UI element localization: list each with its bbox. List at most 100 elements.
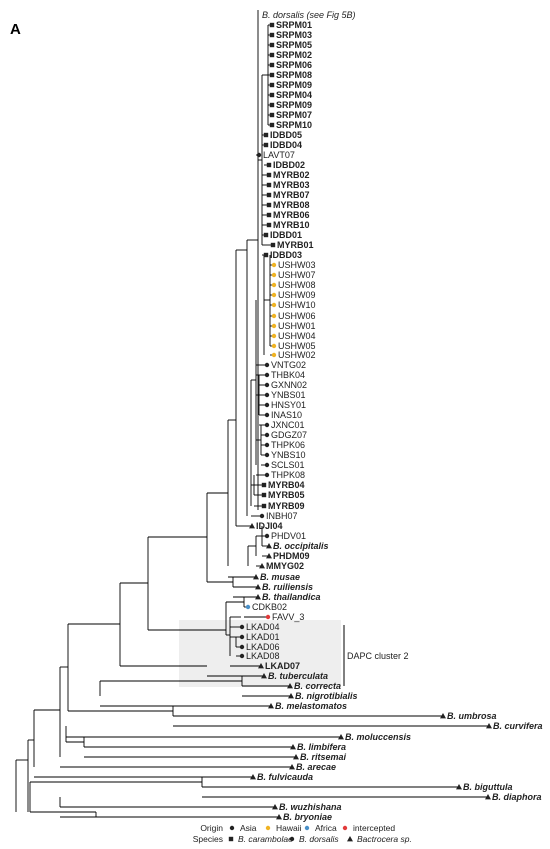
tip-label: B. limbifera [297, 742, 346, 752]
tip-marker [239, 653, 245, 659]
tip-marker [256, 152, 262, 158]
tip-marker [269, 102, 275, 108]
tip-marker [268, 703, 274, 709]
tip-label: LKAD01 [246, 632, 280, 642]
tip-marker [269, 32, 275, 38]
tip-label: USHW10 [278, 300, 316, 310]
tip-label: B. ruiliensis [262, 582, 313, 592]
tip-label: USHW08 [278, 280, 316, 290]
tip-marker [269, 62, 275, 68]
tip-marker [249, 523, 255, 529]
tip-label: B. bryoniae [283, 812, 332, 822]
tip-marker [259, 513, 265, 519]
tip-label: MYRB08 [273, 200, 310, 210]
tip-marker [269, 112, 275, 118]
tip-label: IDJI04 [256, 521, 283, 531]
legend-species-marker [289, 836, 295, 842]
tip-label: B. wuzhishana [279, 802, 342, 812]
tip-label: SRPM01 [276, 20, 312, 30]
tip-label: MYRB01 [277, 240, 314, 250]
tip-marker [264, 372, 270, 378]
tip-marker [258, 663, 264, 669]
tip-label: LKAD08 [246, 651, 280, 661]
tip-label: USHW06 [278, 311, 316, 321]
tip-marker [264, 422, 270, 428]
tip-label: USHW07 [278, 270, 316, 280]
legend-species-label: B. carambolae [238, 834, 293, 844]
tip-label: VNTG02 [271, 360, 306, 370]
tip-label: SRPM10 [276, 120, 312, 130]
tip-label: MYRB09 [268, 501, 305, 511]
tip-label: B. thailandica [262, 592, 321, 602]
tip-marker [289, 764, 295, 770]
legend-origin-marker [265, 825, 271, 831]
tip-label: CDKB02 [252, 602, 287, 612]
legend-species-label: Bactrocera sp. [357, 834, 412, 844]
cluster-label: DAPC cluster 2 [347, 651, 409, 661]
tip-marker [264, 452, 270, 458]
tip-marker [269, 82, 275, 88]
tip-label: B. nigrotibialis [295, 691, 358, 701]
tip-label: SRPM04 [276, 90, 312, 100]
tip-marker [250, 774, 256, 780]
tip-label: B. umbrosa [447, 711, 497, 721]
tip-marker [255, 584, 261, 590]
tip-label: PHDV01 [271, 531, 306, 541]
tip-marker [266, 222, 272, 228]
legend-species-marker [228, 836, 234, 842]
tip-marker [293, 754, 299, 760]
legend-origin-marker [342, 825, 348, 831]
legend-origin-label: intercepted [353, 823, 395, 833]
tip-label: MYRB02 [273, 170, 310, 180]
legend: Origin Species Asia Hawaii Africa intercept… [193, 823, 412, 844]
tip-label: PHDM09 [273, 551, 310, 561]
tip-label: YNBS10 [271, 450, 306, 460]
tip-marker [269, 92, 275, 98]
legend-origin-title: Origin [200, 823, 223, 833]
tip-marker [271, 272, 277, 278]
tip-label: B. occipitalis [273, 541, 329, 551]
tip-marker [263, 252, 269, 258]
tree-tips: B. dorsalis (see Fig 5B)SRPM01SRPM03SRPM… [239, 0, 543, 822]
tip-label: B. diaphora [492, 792, 542, 802]
tip-label: SRPM03 [276, 30, 312, 40]
tip-marker [239, 644, 245, 650]
tip-label: MYRB03 [273, 180, 310, 190]
tip-label: LAVT07 [263, 150, 295, 160]
tip-marker [265, 614, 271, 620]
tip-label: SRPM02 [276, 50, 312, 60]
tip-marker [266, 553, 272, 559]
tip-marker [255, 594, 261, 600]
tip-label: SRPM09 [276, 80, 312, 90]
tip-marker [261, 503, 267, 509]
tip-label: MYRB04 [268, 480, 305, 490]
tip-label: B. biguttula [463, 782, 513, 792]
tip-marker [456, 784, 462, 790]
legend-species-label: B. dorsalis [299, 834, 339, 844]
tip-label: SRPM06 [276, 60, 312, 70]
tip-label: INBH07 [266, 511, 298, 521]
tip-marker [440, 713, 446, 719]
legend-species-title: Species [193, 834, 223, 844]
tip-label: B. correcta [294, 681, 341, 691]
tip-label: JXNC01 [271, 420, 305, 430]
tip-marker [263, 232, 269, 238]
tip-marker [485, 794, 491, 800]
tip-marker [269, 22, 275, 28]
tip-label: SRPM08 [276, 70, 312, 80]
tip-label: THPK08 [271, 470, 305, 480]
tip-label: THPK06 [271, 440, 305, 450]
tip-marker [269, 122, 275, 128]
tip-marker [271, 323, 277, 329]
tip-label: USHW04 [278, 331, 316, 341]
tip-label: USHW03 [278, 260, 316, 270]
tip-label: B. tuberculata [268, 671, 328, 681]
tip-label: IDBD05 [270, 130, 302, 140]
tip-marker [266, 192, 272, 198]
tip-label: MYRB06 [273, 210, 310, 220]
tip-label: SRPM07 [276, 110, 312, 120]
legend-origin-label: Hawaii [276, 823, 302, 833]
tip-marker [264, 462, 270, 468]
tip-marker [264, 362, 270, 368]
